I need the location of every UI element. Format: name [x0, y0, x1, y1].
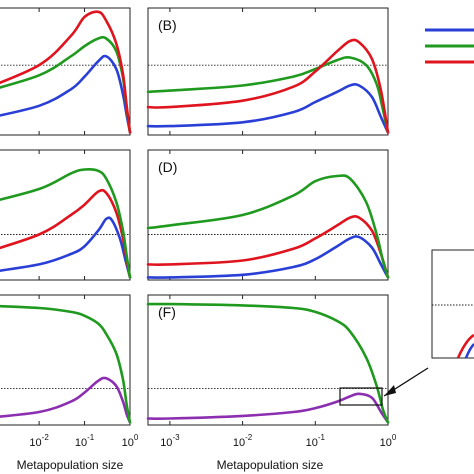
series-line-green [146, 56, 390, 134]
x-tick-label: 100 [122, 433, 139, 449]
tick-exponent: 0 [392, 433, 397, 442]
zoom-arrow-head [384, 385, 396, 396]
tick-base: 10 [160, 437, 172, 449]
series-line-green [0, 35, 132, 134]
series-line-green [146, 174, 390, 279]
x-tick-label: 10-1 [75, 433, 95, 449]
panel-frame [147, 149, 389, 281]
series-line-purple [0, 376, 132, 424]
series-line-blue [146, 235, 390, 279]
panel-frame [147, 7, 389, 136]
series-line-red [146, 214, 390, 279]
tick-base: 10 [233, 437, 245, 449]
tick-exponent: -2 [245, 433, 253, 442]
series-line-green [146, 302, 390, 424]
series-line-blue [0, 216, 132, 279]
x-axis-title-right: Metapopulation size [217, 458, 324, 472]
panel-frame [0, 149, 131, 281]
tick-base: 10 [306, 437, 318, 449]
tick-exponent: 0 [134, 433, 139, 442]
panel-2: (B) [146, 7, 390, 136]
panel-frame [0, 7, 131, 136]
x-tick-label: 100 [380, 433, 397, 449]
panels: (B)(D)10-2 10-1 100(F)10-3 10-2 10-1 100 [0, 7, 429, 449]
x-axis-title-left: Metapopulation size [17, 458, 124, 472]
panel-1 [0, 7, 132, 136]
series-line-blue [0, 54, 132, 134]
tick-exponent: -1 [318, 433, 326, 442]
panel-label: (D) [158, 159, 177, 175]
zoom-box [339, 387, 383, 406]
series-line-red [0, 10, 132, 134]
panel-4: (D) [146, 149, 390, 281]
tick-base: 10 [122, 437, 134, 449]
panel-3 [0, 149, 132, 281]
panel-frame [147, 294, 389, 426]
series-line-green [0, 304, 132, 424]
x-tick-label: 10-2 [233, 433, 253, 449]
series-line-green [0, 168, 132, 279]
legend [425, 28, 474, 64]
series-line-red [146, 38, 390, 134]
series-line-purple [146, 392, 390, 424]
panel-label: (B) [158, 17, 177, 33]
panel-6: (F)10-3 10-2 10-1 100 [146, 294, 397, 449]
series-line-red [0, 188, 132, 279]
inset-curve-blue [464, 343, 474, 359]
panel-label: (F) [158, 304, 176, 320]
x-tick-label: 10-2 [29, 433, 49, 449]
x-tick-label: 10-3 [160, 433, 180, 449]
zoom-inset [431, 249, 474, 359]
tick-exponent: -1 [87, 433, 95, 442]
tick-base: 10 [29, 437, 41, 449]
tick-exponent: -3 [172, 433, 180, 442]
x-tick-label: 10-1 [306, 433, 326, 449]
inset-curve-red [456, 333, 474, 359]
series-line-blue [146, 83, 390, 134]
tick-base: 10 [75, 437, 87, 449]
panel-frame [0, 294, 131, 426]
tick-base: 10 [380, 437, 392, 449]
panel-5: 10-2 10-1 100 [0, 294, 139, 449]
tick-exponent: -2 [42, 433, 50, 442]
